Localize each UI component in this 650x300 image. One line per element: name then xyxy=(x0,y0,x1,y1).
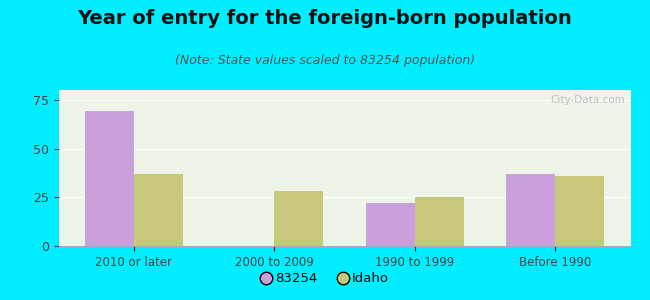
Bar xyxy=(134,174,183,246)
Bar xyxy=(274,191,324,246)
Bar xyxy=(506,174,555,246)
Bar xyxy=(84,111,134,246)
Bar xyxy=(415,197,464,246)
Text: Year of entry for the foreign-born population: Year of entry for the foreign-born popul… xyxy=(77,9,573,28)
Bar xyxy=(365,203,415,246)
Legend: 83254, Idaho: 83254, Idaho xyxy=(255,267,395,290)
Bar xyxy=(555,176,605,246)
Text: City-Data.com: City-Data.com xyxy=(550,95,625,105)
Text: (Note: State values scaled to 83254 population): (Note: State values scaled to 83254 popu… xyxy=(175,54,475,67)
